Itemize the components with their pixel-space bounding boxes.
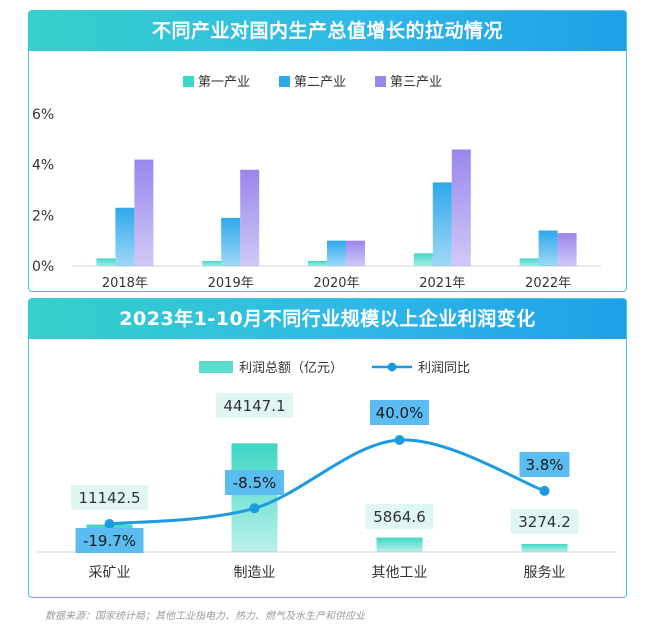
bar-label-box [510,509,579,534]
bar-series3-5 [557,233,577,266]
y-tick-label: 4% [32,158,54,174]
line-label-box [225,470,284,495]
yoy-marker-4 [539,485,550,496]
x-tick-label: 服务业 [524,565,566,581]
x-tick-label: 2020年 [313,276,359,289]
legend-label-3: 第三产业 [390,75,442,90]
chart1-svg: 第一产业 第二产业 第三产业 0% 2% 4% 6% 2018年 2019年 2020年 2021年… [32,75,601,291]
bar-label-box [71,485,148,510]
bar-label-box [365,504,434,529]
x-tick-label: 其他工业 [372,565,428,581]
yoy-marker-2 [249,503,260,514]
x-tick-label: 2018年 [102,276,148,289]
legend-swatch-3 [375,76,386,87]
x-tick-label: 制造业 [234,565,276,581]
bar-series3-4 [451,149,471,266]
bar-series1-5 [519,258,539,266]
bar-series2-2 [221,217,241,266]
y-tick-label: 2% [32,208,54,224]
legend-swatch-2 [279,76,290,87]
bar-series2-3 [327,240,346,266]
profit-bar-3 [376,537,423,552]
y-tick-label: 0% [32,259,54,275]
chart2-panel: 2023年1-10月不同行业规模以上企业利润变化 利润总额（亿元） 利润同比采矿业… [28,298,627,598]
bar-series1-4 [413,253,433,266]
legend-swatch-1 [183,76,194,87]
legend-label-line: 利润同比 [418,361,470,376]
legend-label-bar: 利润总额（亿元） [239,361,343,376]
bar-series3-2 [240,169,260,266]
bar-series2-1 [115,207,135,266]
bar-series1-2 [202,260,222,266]
bar-series1-3 [308,260,327,266]
bar-series2-4 [432,182,452,266]
line-value-label: -8.5% [233,474,277,492]
line-label-box [519,452,570,477]
chart1-panel: 不同产业对国内生产总值增长的拉动情况 第一产业 第二产业 第三产业 0% 2% 4% 6% 2… [28,10,627,292]
chart1-title: 不同产业对国内生产总值增长的拉动情况 [29,11,626,51]
line-label-box [75,528,144,553]
source-note: 数据来源：国家统计局；其他工业指电力、热力、燃气及水生产和供应业 [45,611,365,622]
bar-value-label: 5864.6 [373,508,426,526]
bar-value-label: 11142.5 [78,489,140,507]
bar-value-label: 44147.1 [223,397,285,415]
legend-swatch-bar [199,361,233,373]
yoy-marker-1 [104,519,115,529]
bar-label-box [216,393,293,418]
line-value-label: 40.0% [376,404,424,422]
profit-bar-2 [231,443,278,552]
line-label-box [370,400,429,425]
line-value-label: 3.8% [525,456,563,474]
profit-bar-4 [521,543,568,552]
x-tick-label: 2022年 [525,276,571,289]
bar-series3-3 [346,240,365,266]
line-value-label: -19.7% [83,532,136,550]
bar-series2-5 [538,230,558,266]
bar-series3-1 [134,159,154,266]
x-tick-label: 采矿业 [89,565,131,581]
yoy-line [109,438,545,526]
legend-label-1: 第一产业 [198,75,250,90]
y-tick-label: 6% [32,107,54,123]
legend-label-2: 第二产业 [294,75,346,90]
yoy-marker-3 [394,435,405,445]
x-tick-label: 2019年 [208,276,254,289]
chart2-title: 2023年1-10月不同行业规模以上企业利润变化 [29,299,626,339]
x-tick-label: 2021年 [419,276,465,289]
legend-line-marker [387,362,397,372]
bar-series1-1 [96,258,116,266]
bar-value-label: 3274.2 [518,513,571,531]
